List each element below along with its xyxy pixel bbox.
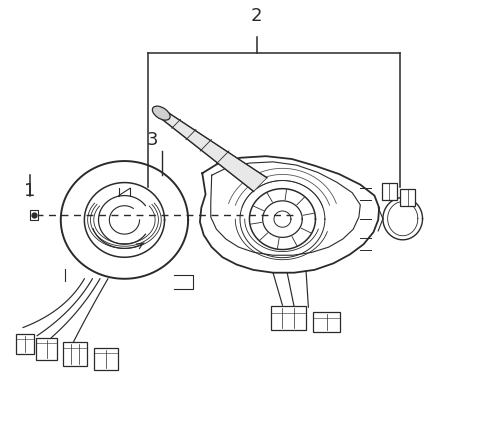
Text: 3: 3 [147,131,158,149]
Bar [16,333,34,354]
Text: 1: 1 [24,181,36,200]
Bar [30,210,37,219]
Bar [382,184,396,200]
Bar [36,338,58,360]
Text: 2: 2 [251,7,262,25]
Bar [271,306,306,330]
Polygon shape [158,110,267,192]
Bar [313,312,340,332]
Bar [94,348,118,370]
Bar [63,342,87,366]
Bar [400,189,416,206]
Ellipse shape [152,106,170,120]
